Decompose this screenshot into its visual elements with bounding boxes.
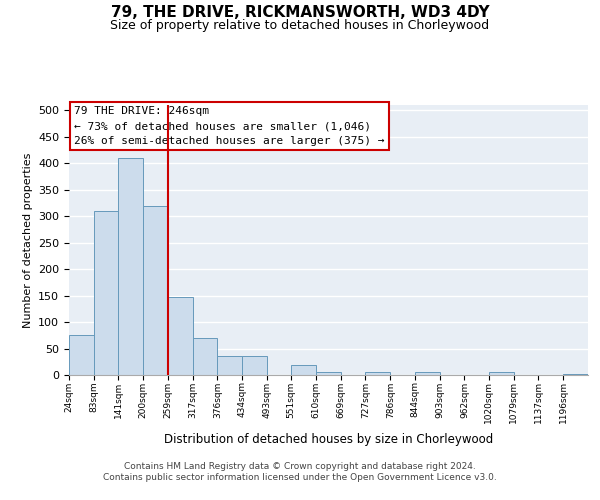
Text: 79 THE DRIVE: 246sqm
← 73% of detached houses are smaller (1,046)
26% of semi-de: 79 THE DRIVE: 246sqm ← 73% of detached h… [74, 106, 385, 146]
Bar [118, 158, 143, 375]
Text: Contains HM Land Registry data © Crown copyright and database right 2024.: Contains HM Land Registry data © Crown c… [124, 462, 476, 471]
Bar [415, 372, 440, 375]
Bar [316, 372, 341, 375]
Text: Contains public sector information licensed under the Open Government Licence v3: Contains public sector information licen… [103, 473, 497, 482]
Text: 79, THE DRIVE, RICKMANSWORTH, WD3 4DY: 79, THE DRIVE, RICKMANSWORTH, WD3 4DY [110, 5, 490, 20]
Bar [69, 336, 94, 375]
Y-axis label: Number of detached properties: Number of detached properties [23, 152, 32, 328]
Bar [193, 338, 217, 375]
Bar [143, 206, 168, 375]
Bar [291, 366, 316, 375]
Bar [489, 372, 514, 375]
Bar [217, 356, 242, 375]
Bar [94, 211, 118, 375]
Bar [563, 374, 588, 375]
Text: Size of property relative to detached houses in Chorleywood: Size of property relative to detached ho… [110, 19, 490, 32]
Bar [365, 372, 390, 375]
Bar [242, 356, 267, 375]
Text: Distribution of detached houses by size in Chorleywood: Distribution of detached houses by size … [164, 432, 493, 446]
Bar [168, 296, 193, 375]
